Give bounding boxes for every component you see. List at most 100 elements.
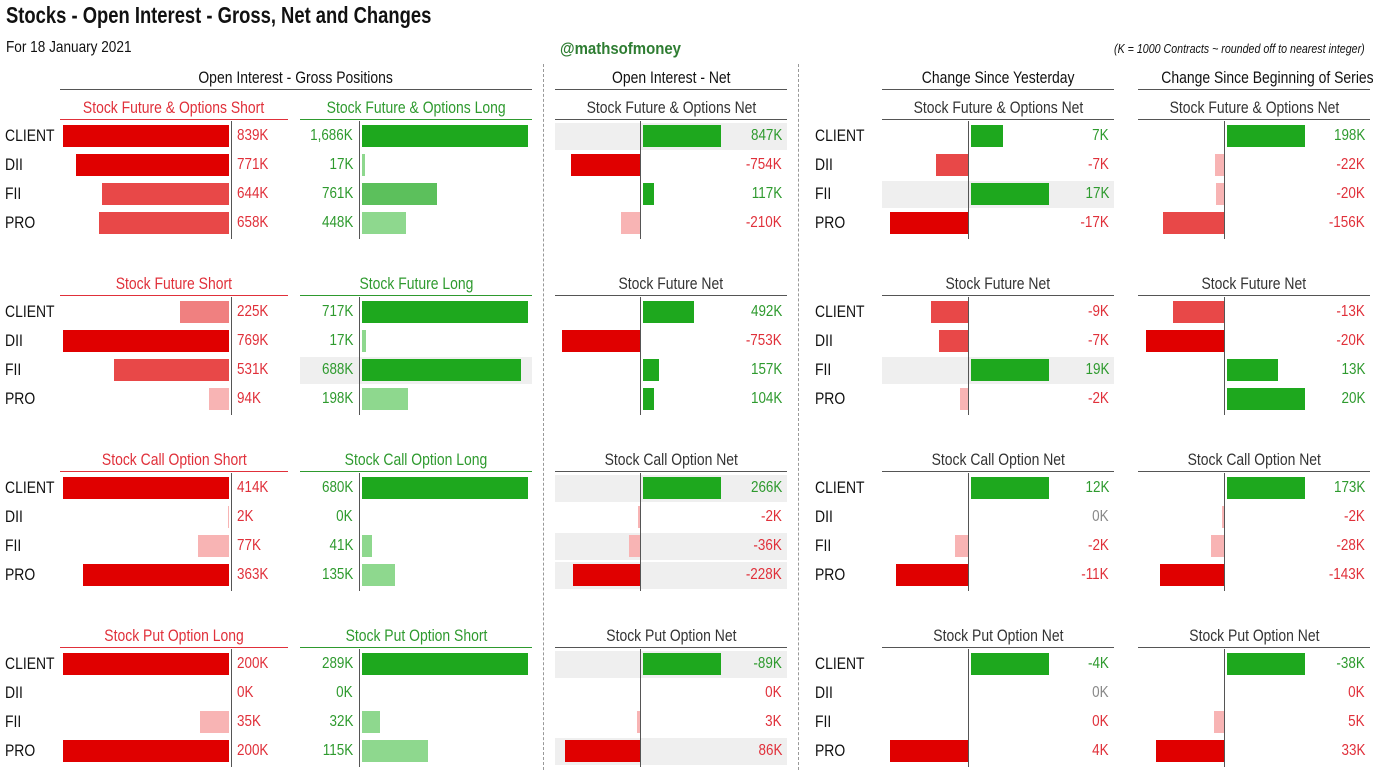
long-value: 135K	[321, 566, 353, 583]
long-panel-title: Stock Future & Options Long	[300, 97, 532, 120]
change-yesterday-value: 0K	[1092, 713, 1109, 730]
net-value: 0K	[765, 684, 782, 701]
change-yesterday-bar	[971, 359, 1049, 381]
long-bar	[362, 535, 372, 557]
change-yesterday-axis	[968, 473, 969, 591]
short-value: 77K	[237, 537, 261, 554]
change-series-value: -2K	[1344, 508, 1365, 525]
long-value: 115K	[322, 742, 353, 759]
net-bar	[571, 154, 640, 176]
row-label-dii: DII	[815, 155, 833, 174]
net-axis	[640, 473, 641, 591]
change-yesterday-panel-title: Stock Future & Options Net	[882, 97, 1114, 120]
change-series-bar	[1173, 301, 1224, 323]
row-label-dii: DII	[5, 155, 23, 174]
change-yesterday-bar	[890, 740, 968, 762]
net-bar	[573, 564, 640, 586]
long-bar	[362, 125, 528, 147]
short-panel-title: Stock Call Option Short	[60, 449, 288, 472]
change-series-panel-title: Stock Future & Options Net	[1138, 97, 1370, 120]
change-series-panel-title: Stock Future Net	[1138, 273, 1370, 296]
short-bar	[63, 330, 229, 352]
net-bar	[565, 740, 640, 762]
short-value: 200K	[237, 742, 269, 759]
change-series-value: 33K	[1341, 742, 1365, 759]
net-bar	[643, 359, 659, 381]
change-yesterday-axis	[968, 121, 969, 239]
change-series-bar	[1163, 212, 1224, 234]
net-axis	[640, 297, 641, 415]
short-panel-title: Stock Put Option Long	[60, 625, 288, 648]
net-bar	[621, 212, 640, 234]
net-bar	[562, 330, 640, 352]
short-value: 200K	[237, 655, 269, 672]
short-bar	[63, 653, 229, 675]
short-value: 363K	[237, 566, 269, 583]
long-bar	[362, 477, 528, 499]
row-label-client: CLIENT	[5, 126, 55, 145]
net-bar	[629, 535, 640, 557]
long-value: 688K	[321, 361, 353, 378]
change-yesterday-bar	[890, 212, 968, 234]
net-bar	[637, 711, 640, 733]
change-series-panel-title: Stock Put Option Net	[1138, 625, 1370, 648]
short-value: 94K	[237, 390, 261, 407]
change-series-value: -20K	[1336, 185, 1365, 202]
change-yesterday-axis	[968, 649, 969, 767]
row-label-client: CLIENT	[815, 302, 865, 321]
change-yesterday-value: -17K	[1080, 214, 1109, 231]
change-series-value: 198K	[1333, 127, 1365, 144]
change-series-value: 0K	[1348, 684, 1365, 701]
change-series-axis	[1224, 473, 1225, 591]
change-yesterday-value: -4K	[1088, 655, 1109, 672]
long-axis	[359, 649, 360, 767]
short-bar	[63, 125, 229, 147]
short-bar	[200, 711, 229, 733]
change-series-panel-title: Stock Call Option Net	[1138, 449, 1370, 472]
change-yesterday-value: -9K	[1088, 303, 1109, 320]
short-value: 225K	[237, 303, 269, 320]
change-series-bar	[1215, 154, 1224, 176]
section-change-series-header: Change Since Beginning of Series	[1138, 67, 1373, 90]
divider-gross-net	[543, 64, 544, 770]
net-value: -228K	[746, 566, 782, 583]
long-bar	[362, 330, 366, 352]
row-label-fii: FII	[5, 712, 22, 731]
long-value: 761K	[321, 185, 353, 202]
net-axis	[640, 649, 641, 767]
long-value: 717K	[321, 303, 353, 320]
change-yesterday-panel-title: Stock Put Option Net	[882, 625, 1114, 648]
report-date: For 18 January 2021	[6, 39, 132, 56]
row-label-pro: PRO	[815, 741, 846, 760]
net-panel-title: Stock Future Net	[555, 273, 787, 296]
change-series-value: -28K	[1336, 537, 1365, 554]
change-series-value: 5K	[1348, 713, 1365, 730]
change-yesterday-value: -2K	[1088, 390, 1109, 407]
units-note: (K = 1000 Contracts ~ rounded off to nea…	[1114, 41, 1365, 56]
change-yesterday-bar	[971, 125, 1003, 147]
change-series-bar	[1227, 388, 1305, 410]
short-bar	[198, 535, 229, 557]
change-series-bar	[1227, 125, 1305, 147]
change-yesterday-panel-title: Stock Call Option Net	[882, 449, 1114, 472]
change-series-value: -143K	[1329, 566, 1365, 583]
long-value: 0K	[336, 684, 353, 701]
change-yesterday-bar	[960, 388, 968, 410]
row-label-pro: PRO	[815, 213, 846, 232]
net-value: -210K	[746, 214, 782, 231]
change-series-bar	[1227, 477, 1305, 499]
change-yesterday-value: 7K	[1092, 127, 1109, 144]
short-bar	[228, 506, 229, 528]
long-bar	[362, 301, 528, 323]
row-label-client: CLIENT	[815, 126, 865, 145]
net-value: -754K	[746, 156, 782, 173]
change-yesterday-axis	[968, 297, 969, 415]
net-bar	[638, 506, 640, 528]
change-series-bar	[1160, 564, 1224, 586]
row-label-fii: FII	[815, 360, 832, 379]
change-series-bar	[1156, 740, 1224, 762]
long-bar	[362, 564, 395, 586]
change-series-axis	[1224, 297, 1225, 415]
short-panel-title: Stock Future Short	[60, 273, 288, 296]
